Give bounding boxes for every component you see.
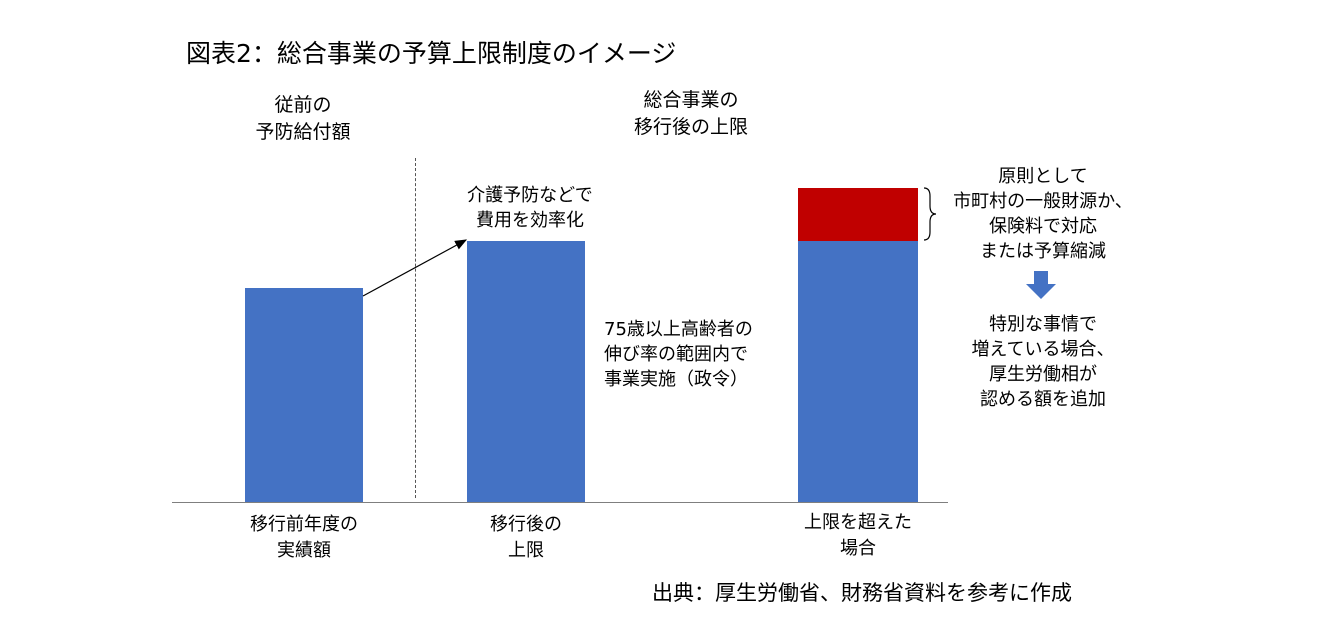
note-line: 伸び率の範囲内で [604,344,748,365]
label-line: 場合 [840,538,876,559]
header-line: 移行後の上限 [633,116,748,138]
category-label-new-limit: 移行後の 上限 [451,512,601,564]
source-note: 出典：厚生労働省、財務省資料を参考に作成 [652,581,1072,605]
header-line: 総合事業の [643,89,739,111]
down-arrow-icon [1026,271,1056,299]
note-line: 事業実施（政令） [604,369,748,390]
bar-previous-actual [245,288,363,502]
category-label-over-limit: 上限を超えた 場合 [778,510,938,562]
label-line: 上限を超えた [804,512,912,533]
section-divider [415,158,416,498]
figure-title: 図表2：総合事業の予算上限制度のイメージ [186,39,677,68]
note-line: 認める額を追加 [980,389,1106,410]
note-special-circumstances: 特別な事情で 増えている場合、 厚生労働相が 認める額を追加 [943,312,1143,412]
efficiency-arrow [362,239,468,297]
header-previous-benefit: 従前の 予防給付額 [228,92,378,146]
note-principle: 原則として 市町村の一般財源か、 保険料で対応 または予算縮減 [943,164,1143,264]
label-line: 上限 [508,540,544,561]
note-line: 増えている場合、 [971,339,1115,360]
label-line: 実績額 [277,540,331,561]
note-line: 厚生労働相が [989,364,1097,385]
note-line: 原則として [998,166,1088,187]
note-line: 費用を効率化 [476,210,584,231]
note-cabinet-order: 75歳以上高齢者の 伸び率の範囲内で 事業実施（政令） [604,317,753,392]
label-line: 移行前年度の [250,514,358,535]
note-line: 市町村の一般財源か、 [953,191,1133,212]
label-line: 移行後の [490,514,562,535]
header-new-limit: 総合事業の 移行後の上限 [606,87,776,141]
note-line: 保険料で対応 [989,216,1097,237]
note-line: 特別な事情で [989,314,1097,335]
bar-new-limit [467,241,585,502]
excess-brace [923,187,937,241]
bar-excess-portion [798,188,918,241]
category-label-previous: 移行前年度の 実績額 [224,512,384,564]
baseline [172,502,948,503]
note-efficiency: 介護予防などで 費用を効率化 [450,183,610,233]
header-line: 予防給付額 [255,121,351,143]
header-line: 従前の [274,94,332,116]
bar-over-limit [798,241,918,502]
note-line: 75歳以上高齢者の [604,319,753,340]
note-line: または予算縮減 [980,241,1106,262]
note-line: 介護予防などで [467,185,593,206]
